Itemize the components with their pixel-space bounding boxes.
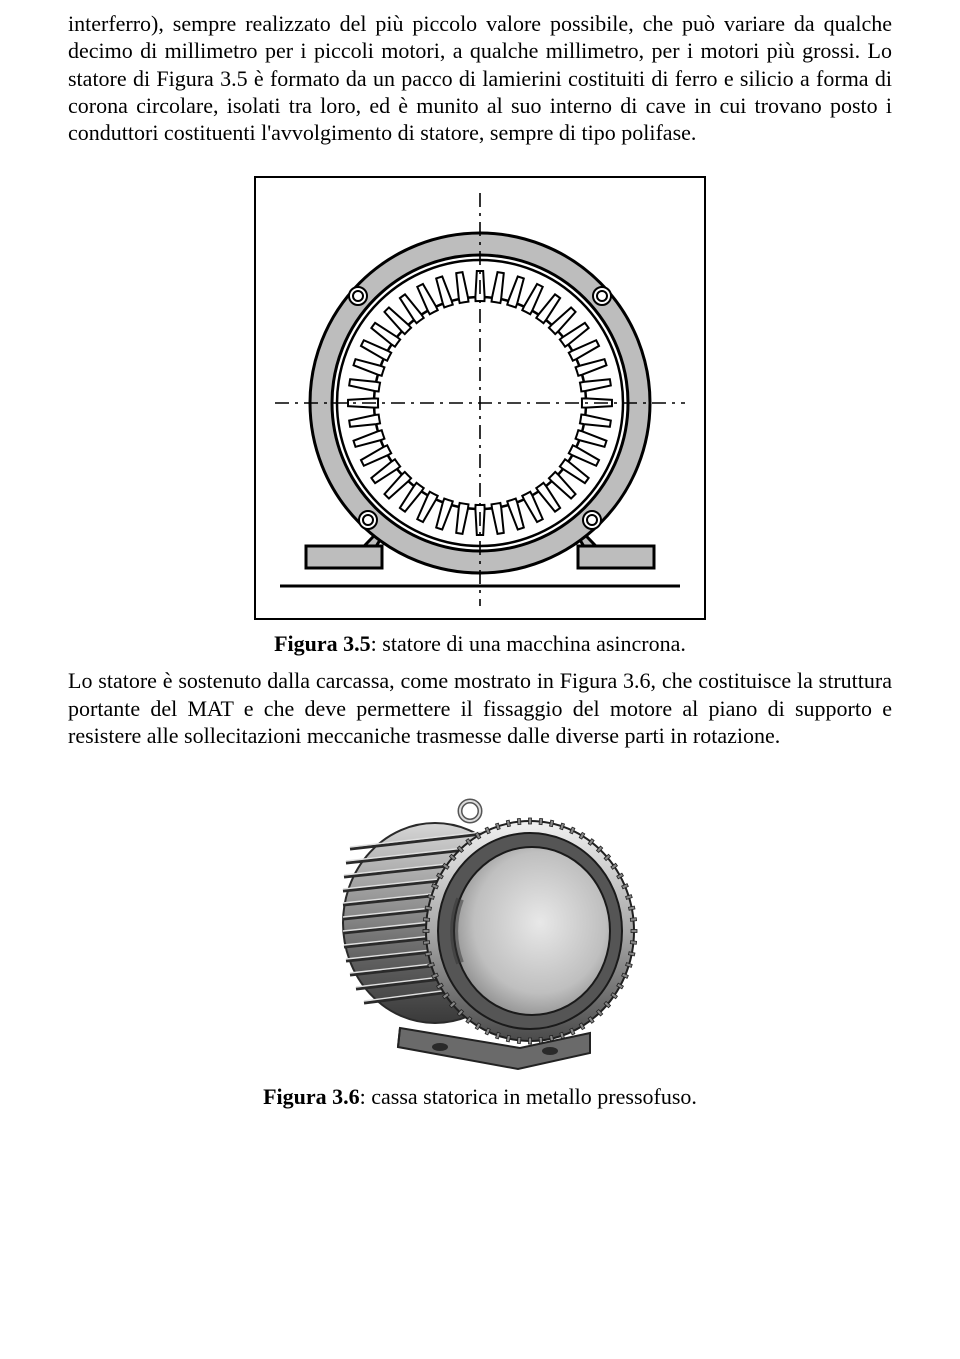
paragraph-2: Lo statore è sostenuto dalla carcassa, c… [68,667,892,749]
figure-3-5-caption: Figura 3.5: statore di una macchina asin… [68,631,892,657]
figure-3-5-block: Figura 3.5: statore di una macchina asin… [68,152,892,657]
figure-3-6-frame [300,773,660,1073]
figure-3-6-block: Figura 3.6: cassa statorica in metallo p… [68,755,892,1110]
figure-3-6-caption-text: : cassa statorica in metallo pressofuso. [360,1084,697,1109]
figure-3-6-label: Figura 3.6 [263,1084,360,1109]
figure-3-6-svg [300,773,660,1073]
figure-3-5-label: Figura 3.5 [274,631,371,656]
document-page: interferro), sempre realizzato del più p… [0,0,960,1150]
figure-3-5-svg [270,188,690,608]
figure-3-5-frame [254,176,706,620]
figure-3-5-caption-text: : statore di una macchina asincrona. [371,631,686,656]
figure-3-6-caption: Figura 3.6: cassa statorica in metallo p… [68,1084,892,1110]
paragraph-1: interferro), sempre realizzato del più p… [68,10,892,146]
